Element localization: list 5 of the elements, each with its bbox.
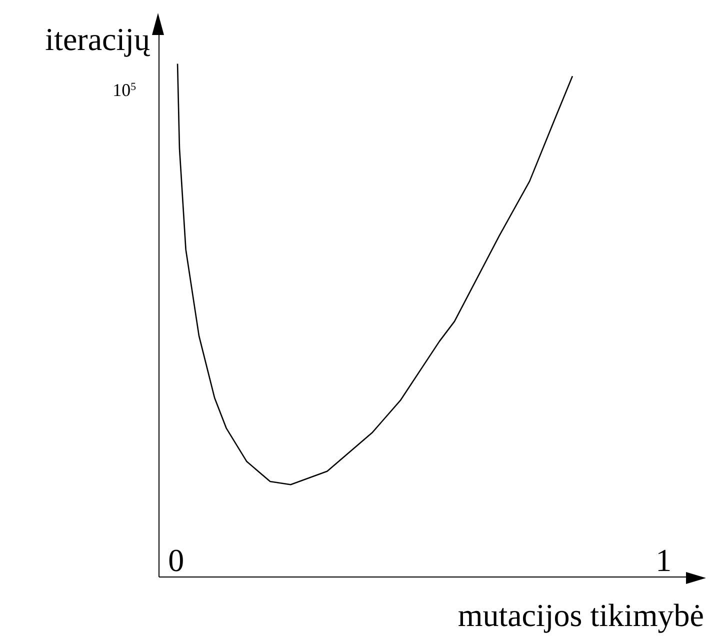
text: 10$^{5}$ [112, 80, 136, 100]
x-axis-title: mutacijos tikimybė [458, 597, 704, 633]
x-tick-label: 0 [168, 542, 184, 578]
y-axis-title: iteracijų [45, 21, 151, 57]
x-tick-label: 1 [656, 542, 672, 578]
